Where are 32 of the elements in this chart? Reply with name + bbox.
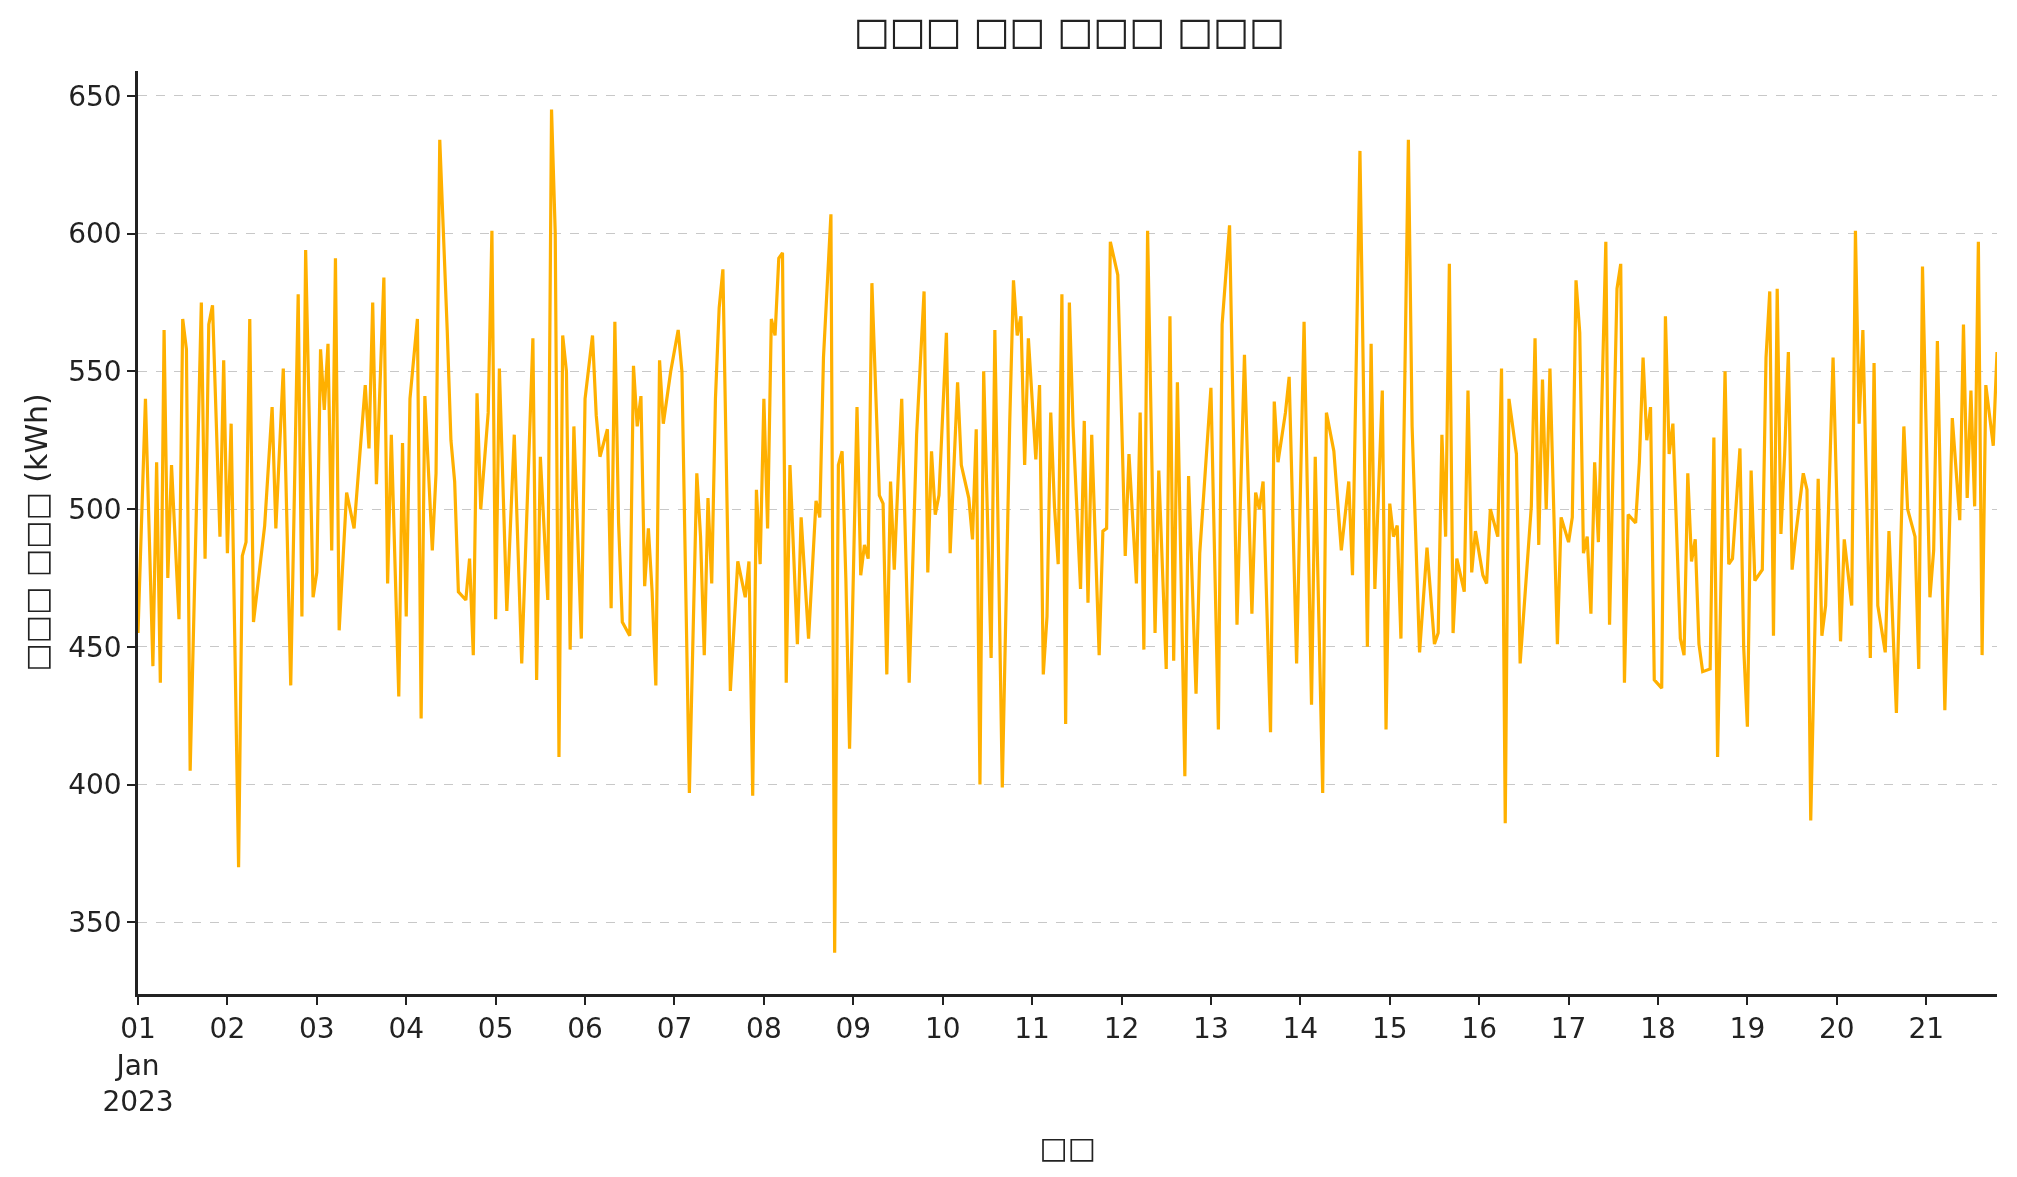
y-tick-label: 350 [68, 906, 122, 940]
x-tick-label: 11 [1014, 1012, 1050, 1046]
x-tick-label: 13 [1193, 1012, 1229, 1046]
x-tick-label: 15 [1371, 1012, 1408, 1046]
y-tick-label: 400 [68, 768, 122, 802]
x-tick-label: 07 [656, 1012, 693, 1046]
chart-title: □□□ □□ □□□ □□□ [853, 9, 1285, 54]
y-tick-label: 500 [68, 492, 122, 526]
x-tick-label: 14 [1282, 1012, 1319, 1046]
x-axis-title: □□ [1039, 1129, 1096, 1165]
x-tick-label: 21 [1908, 1012, 1945, 1046]
y-tick-label: 450 [68, 630, 122, 664]
x-tick-label: 02 [209, 1012, 246, 1046]
line-series [138, 107, 1997, 955]
y-axis-title: □□□ □□□ (kWh) [19, 393, 55, 672]
x-tick-label: 18 [1640, 1012, 1676, 1046]
x-tick-label: 20 [1818, 1012, 1855, 1046]
y-tick-label: 550 [68, 355, 122, 389]
x-tick-label: 10 [924, 1012, 961, 1046]
x-tick-label: 04 [388, 1012, 425, 1046]
x-tick-label: 08 [746, 1012, 782, 1046]
x-tick-label: 05 [477, 1012, 514, 1046]
x-tick-label: 09 [835, 1012, 872, 1046]
x-tick-label: 12 [1103, 1012, 1140, 1046]
x-tick-label: 03 [299, 1012, 335, 1046]
x-tick-label: 19 [1729, 1012, 1766, 1046]
x-tick-label: 17 [1550, 1012, 1587, 1046]
x-tick-label: 16 [1461, 1012, 1497, 1046]
y-tick-label: 650 [68, 79, 122, 113]
x-tick-label: 01 Jan 2023 [102, 1012, 174, 1119]
y-tick-label: 600 [68, 217, 122, 251]
x-tick-label: 06 [567, 1012, 603, 1046]
